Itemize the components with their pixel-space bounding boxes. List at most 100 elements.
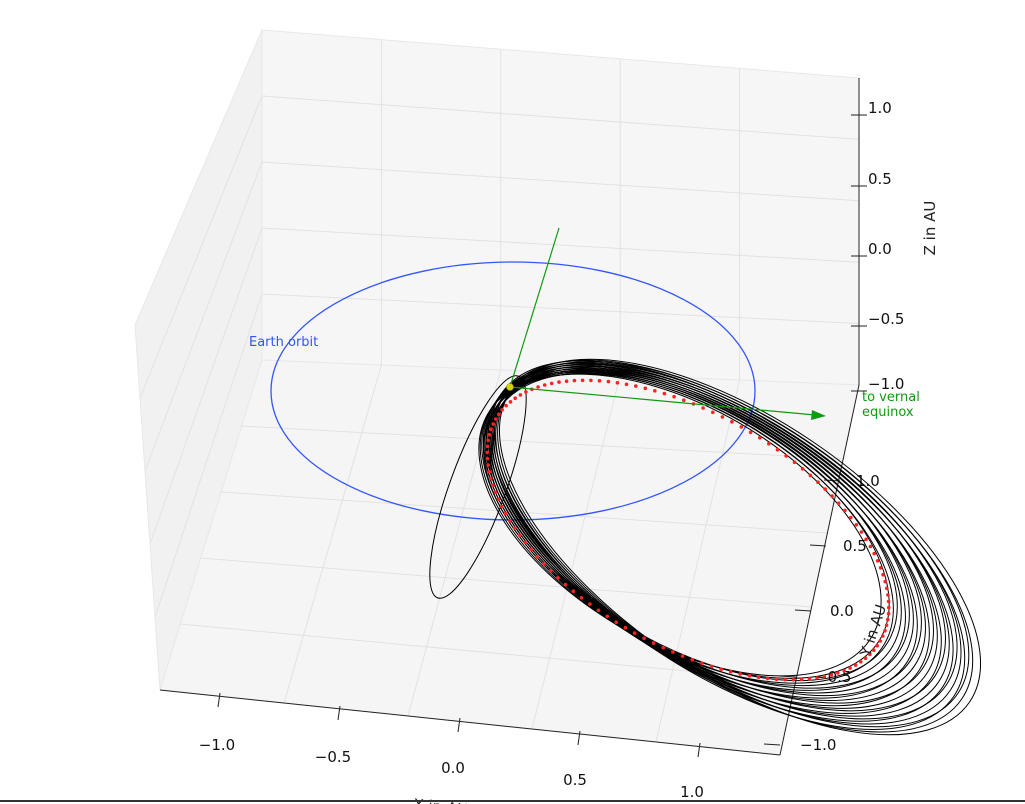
observed-point (829, 673, 834, 677)
observed-point (808, 473, 813, 478)
reference-axes (506, 227, 826, 420)
observed-point (491, 422, 496, 426)
floor-gridline (241, 425, 844, 460)
observed-point (739, 425, 744, 429)
floor-gridline (283, 364, 382, 704)
observed-point (872, 648, 876, 652)
observed-point (513, 396, 517, 401)
x-tick-label: 1.0 (680, 783, 704, 801)
vernal-label-line1: to vernal (862, 390, 920, 405)
back-gridline (261, 161, 860, 202)
observed-point (730, 420, 734, 424)
observed-point (864, 537, 868, 542)
x-tick-label: −0.5 (315, 748, 351, 766)
observed-point (799, 677, 804, 682)
z-tick-label: 0.5 (868, 170, 892, 188)
observed-point (792, 460, 797, 465)
comet-orbits-series (429, 358, 982, 736)
observed-point (784, 454, 788, 458)
observed-point (758, 436, 762, 440)
observed-point (815, 676, 819, 680)
observed-point (720, 415, 725, 419)
observed-point (859, 660, 863, 664)
x-axis-line (159, 689, 781, 756)
comet-orbit-line (494, 359, 974, 733)
observed-point (634, 384, 638, 388)
x-tick (337, 705, 341, 721)
observed-point (816, 480, 820, 485)
observed-point (589, 378, 593, 383)
floor-gridline (655, 379, 741, 743)
z-tick-label: −1.0 (868, 375, 904, 393)
observed-point (504, 403, 508, 408)
side-gridline (154, 293, 263, 618)
observed-point (680, 654, 685, 658)
observed-point (500, 504, 504, 509)
observed-point (549, 381, 554, 386)
observed-point (536, 385, 540, 389)
observed-point (881, 572, 885, 577)
observed-point (493, 417, 498, 421)
observed-point (701, 406, 705, 410)
observed-point (775, 447, 780, 452)
observed-point (878, 639, 883, 643)
observed-point (836, 671, 840, 675)
comet-orbit-line (489, 360, 966, 730)
observed-point (497, 412, 501, 417)
back-gridline (261, 293, 860, 325)
observed-point (588, 602, 592, 606)
observed-point (863, 656, 868, 660)
observed-point (517, 533, 522, 537)
observed-point (872, 551, 876, 556)
observed-point (642, 636, 646, 640)
observed-point (842, 668, 846, 673)
x-tick (457, 717, 461, 733)
observed-point (774, 677, 779, 681)
observed-point (830, 494, 834, 498)
inclined-orbit-line (429, 375, 527, 599)
observed-point (623, 625, 628, 630)
observed-point (868, 652, 872, 657)
observed-point (503, 511, 508, 516)
observed-point (672, 394, 676, 399)
observed-point (518, 393, 523, 397)
observed-point (542, 383, 547, 387)
observed-point (542, 562, 546, 566)
observed-point (662, 391, 667, 396)
floor-gridline (200, 557, 812, 608)
y-tick (809, 544, 827, 547)
observed-point (535, 555, 540, 559)
back-pane (261, 29, 860, 386)
y-tick (763, 743, 781, 746)
x-tick-label: 0.5 (563, 771, 587, 789)
observed-point (883, 579, 887, 584)
observed-point (791, 677, 796, 682)
observed-point (747, 673, 752, 678)
observed-point (878, 566, 883, 570)
side-gridline (144, 161, 263, 472)
observed-point (767, 441, 771, 446)
observed-point (643, 386, 648, 391)
observed-point (563, 582, 568, 587)
x-tick-label: 0.0 (441, 759, 465, 777)
observed-point (624, 382, 629, 387)
observed-point (572, 378, 577, 383)
observed-point (886, 611, 891, 616)
observed-point (848, 666, 852, 670)
observed-point (489, 427, 493, 432)
x-axis-title: X in AU (412, 795, 468, 804)
observed-point (682, 398, 686, 403)
z-reference-line (509, 227, 560, 388)
observed-point (690, 658, 694, 662)
observed-point (549, 569, 553, 573)
observed-point (822, 674, 827, 679)
z-tick-label: −0.5 (868, 310, 904, 328)
y-tick (794, 609, 812, 612)
observed-point (486, 438, 491, 443)
vernal-label-line2: equinox (862, 405, 914, 420)
observed-point (849, 515, 853, 520)
observed-point (886, 593, 890, 597)
observed-point (711, 410, 715, 415)
y-tick-label: 0.0 (830, 602, 854, 620)
